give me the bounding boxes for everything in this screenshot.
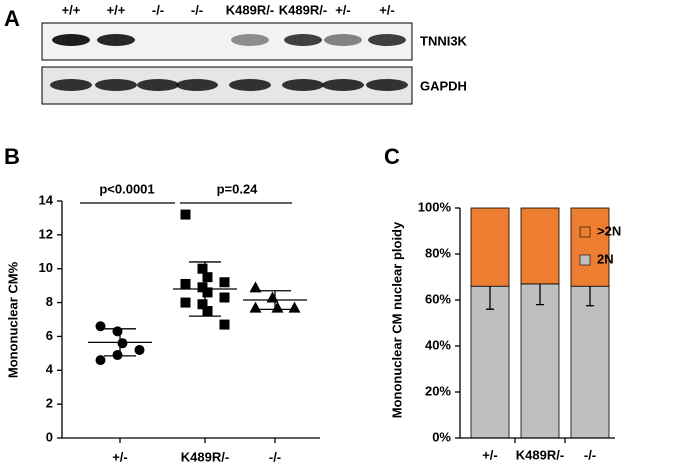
point — [266, 291, 279, 303]
point — [202, 306, 213, 317]
y-tick-label: 2 — [46, 396, 53, 411]
point — [249, 301, 262, 313]
point — [134, 344, 145, 355]
point — [112, 350, 123, 361]
y-tick-label: 0 — [46, 429, 53, 444]
panel-label: C — [384, 144, 400, 169]
bar-segment — [520, 207, 560, 285]
y-tick-label: 14 — [39, 192, 54, 207]
point — [197, 299, 208, 310]
band — [322, 79, 364, 91]
point — [219, 292, 230, 303]
y-tick-label: 12 — [39, 226, 53, 241]
y-tick-label: 20% — [425, 383, 451, 398]
band — [50, 79, 92, 91]
point — [219, 319, 230, 330]
lane-label: +/- — [335, 2, 351, 17]
band — [282, 79, 324, 91]
band — [284, 34, 322, 46]
y-tick-label: 80% — [425, 245, 451, 260]
point — [95, 355, 106, 366]
band — [176, 79, 218, 91]
annotation: p<0.0001 — [99, 181, 154, 196]
y-axis-label: Mononuclear CM% — [5, 261, 20, 378]
band — [368, 34, 406, 46]
y-tick-label: 6 — [46, 328, 53, 343]
point — [288, 301, 301, 313]
x-tick-label: -/- — [584, 447, 596, 462]
lane-label: -/- — [191, 2, 203, 17]
point — [180, 209, 191, 220]
x-tick-label: -/- — [269, 449, 281, 464]
y-tick-label: 0% — [432, 429, 451, 444]
point — [95, 321, 106, 332]
point — [219, 277, 230, 288]
y-tick-label: 8 — [46, 294, 53, 309]
band — [231, 34, 269, 46]
point — [197, 282, 208, 293]
x-tick-label: +/- — [482, 447, 498, 462]
bar-segment — [470, 207, 510, 287]
panel-label: A — [4, 6, 20, 31]
lane-label: K489R/- — [279, 2, 327, 17]
panel-label: B — [4, 144, 20, 169]
lane-label: -/- — [152, 2, 164, 17]
y-tick-label: 4 — [46, 362, 54, 377]
y-tick-label: 10 — [39, 260, 53, 275]
lane-label: +/+ — [107, 2, 126, 17]
band — [229, 79, 271, 91]
point — [197, 263, 208, 274]
band — [324, 34, 362, 46]
bar-segment — [570, 207, 610, 287]
legend-label: 2N — [597, 251, 614, 266]
legend-label: >2N — [597, 223, 621, 238]
y-tick-label: 100% — [418, 199, 452, 214]
band — [366, 79, 408, 91]
band — [137, 79, 179, 91]
point — [202, 287, 213, 298]
legend-swatch — [579, 226, 591, 238]
point — [117, 338, 128, 349]
band-label: TNNI3K — [420, 33, 468, 48]
x-tick-label: +/- — [112, 449, 128, 464]
band — [95, 79, 137, 91]
point — [112, 326, 123, 337]
point — [180, 278, 191, 289]
bar-segment — [570, 285, 610, 439]
x-tick-label: K489R/- — [516, 447, 564, 462]
bar-segment — [520, 283, 560, 439]
y-axis-label: Mononuclear CM nuclear ploidy — [389, 221, 404, 418]
lane-label: K489R/- — [226, 2, 274, 17]
annotation: p=0.24 — [217, 181, 259, 196]
point — [202, 272, 213, 283]
y-tick-label: 60% — [425, 291, 451, 306]
point — [271, 301, 284, 313]
point — [249, 281, 262, 293]
point — [180, 297, 191, 308]
y-tick-label: 40% — [425, 337, 451, 352]
x-tick-label: K489R/- — [181, 449, 229, 464]
band — [97, 34, 135, 46]
axis — [61, 201, 320, 439]
lane-label: +/- — [379, 2, 395, 17]
legend-swatch — [579, 254, 591, 266]
band — [52, 34, 90, 46]
lane-label: +/+ — [62, 2, 81, 17]
band-label: GAPDH — [420, 78, 467, 93]
